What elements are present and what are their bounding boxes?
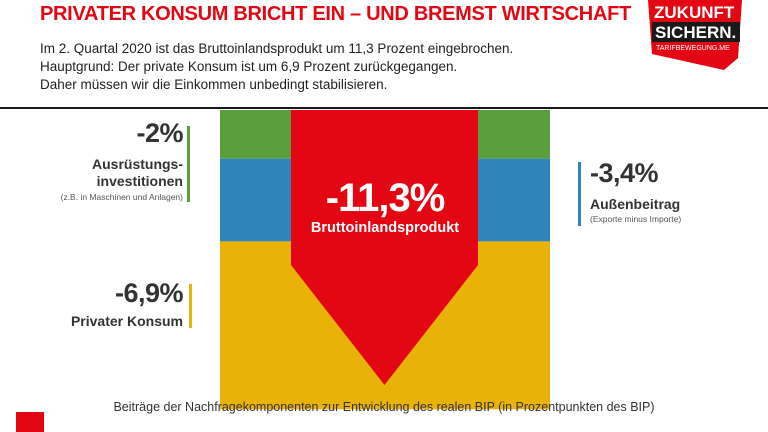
intro-line: Hauptgrund: Der private Konsum ist um 6,… — [40, 59, 458, 74]
aussen-note: (Exporte minus Importe) — [590, 214, 682, 224]
logo-line1: ZUKUNFT — [654, 3, 735, 22]
intro-text: Im 2. Quartal 2020 ist das Bruttoinlands… — [40, 40, 600, 94]
ig-metall-logo — [16, 412, 44, 432]
bip-total-arrow — [291, 110, 478, 385]
logo-line2: SICHERN. — [655, 23, 736, 42]
konsum-indicator — [189, 284, 192, 328]
ausruestung-name: Ausrüstungs- investitionen — [92, 156, 183, 190]
bip-name: Bruttoinlandsprodukt — [310, 220, 460, 236]
zukunft-sichern-logo: ZUKUNFT SICHERN. TARIFBEWEGUNG.ME — [648, 0, 742, 70]
ausruestung-name-line1: Ausrüstungs- — [92, 156, 183, 172]
aussen-value: -3,4% — [590, 158, 659, 188]
bip-value: -11,3% — [325, 176, 446, 220]
ausruestung-note: (z.B. in Maschinen und Anlagen) — [60, 192, 183, 202]
intro-line: Daher müssen wir die Einkommen unbedingt… — [40, 77, 388, 92]
aussen-indicator — [578, 162, 581, 226]
header-divider — [0, 107, 768, 109]
konsum-name: Privater Konsum — [70, 313, 183, 329]
konsum-value: -6,9% — [114, 278, 184, 308]
ausruestung-name-line2: investitionen — [96, 173, 183, 189]
ausruestung-indicator — [187, 126, 190, 202]
aussen-name: Außenbeitrag — [590, 196, 681, 212]
chart-caption: Beiträge der Nachfragekomponenten zur En… — [113, 400, 655, 414]
logo-tagline: TARIFBEWEGUNG.ME — [656, 45, 730, 52]
page-title: PRIVATER KONSUM BRICHT EIN – UND BREMST … — [40, 3, 631, 25]
intro-line: Im 2. Quartal 2020 ist das Bruttoinlands… — [40, 41, 514, 56]
ausruestung-value: -2% — [136, 118, 183, 148]
